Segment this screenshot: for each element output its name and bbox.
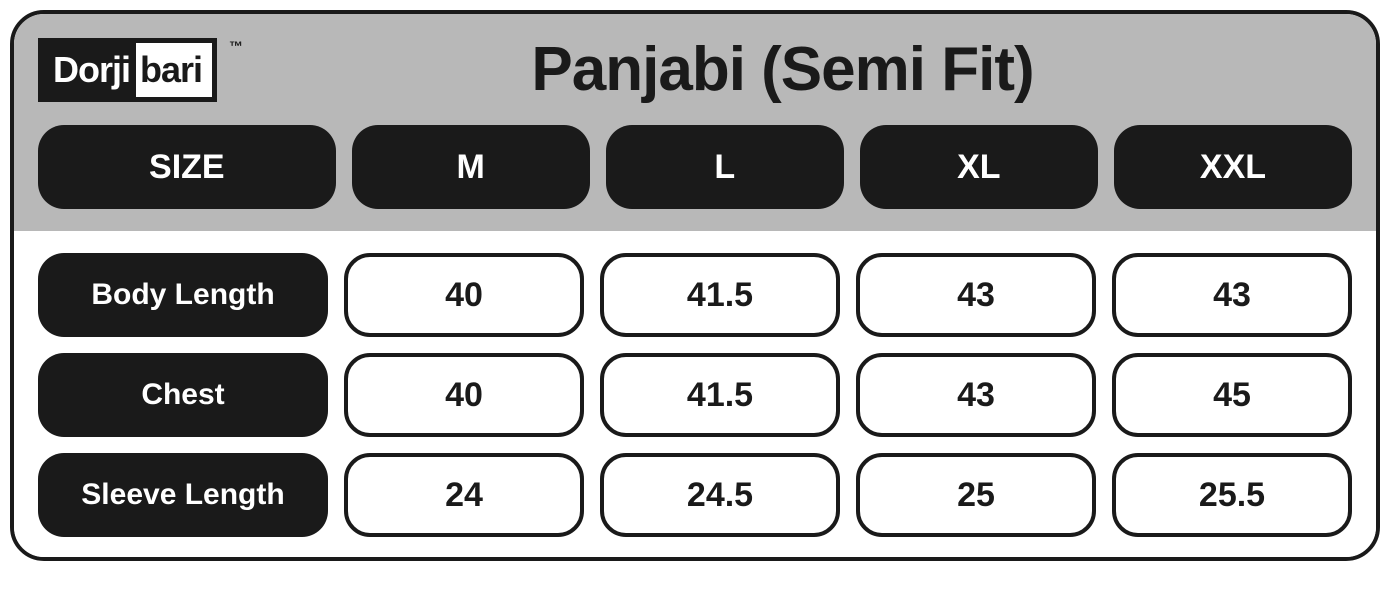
cell-value: 41.5 — [600, 253, 840, 337]
column-header: L — [606, 125, 844, 209]
row-label: Sleeve Length — [38, 453, 328, 537]
size-header: SIZE — [38, 125, 336, 209]
cell-value: 43 — [1112, 253, 1352, 337]
header: Dorji bari ™ Panjabi (Semi Fit) — [14, 14, 1376, 119]
cell-value: 45 — [1112, 353, 1352, 437]
cell-value: 24 — [344, 453, 584, 537]
cell-value: 43 — [856, 253, 1096, 337]
cell-value: 43 — [856, 353, 1096, 437]
cell-value: 25.5 — [1112, 453, 1352, 537]
table-row: Chest 40 41.5 43 45 — [14, 337, 1376, 437]
row-label: Chest — [38, 353, 328, 437]
trademark-symbol: ™ — [229, 38, 243, 54]
cell-value: 40 — [344, 253, 584, 337]
brand-logo-part1: Dorji — [43, 43, 136, 97]
table-row: Sleeve Length 24 24.5 25 25.5 — [14, 437, 1376, 557]
table-header-row: SIZE M L XL XXL — [14, 119, 1376, 231]
column-header: XXL — [1114, 125, 1352, 209]
brand-logo: Dorji bari — [38, 38, 217, 102]
cell-value: 40 — [344, 353, 584, 437]
chart-title: Panjabi (Semi Fit) — [253, 34, 1352, 105]
cell-value: 41.5 — [600, 353, 840, 437]
row-label: Body Length — [38, 253, 328, 337]
brand-logo-part2: bari — [136, 43, 212, 97]
size-chart-card: Dorji bari ™ Panjabi (Semi Fit) SIZE M L… — [10, 10, 1380, 561]
column-header: M — [352, 125, 590, 209]
table-row: Body Length 40 41.5 43 43 — [14, 231, 1376, 337]
cell-value: 25 — [856, 453, 1096, 537]
column-header: XL — [860, 125, 1098, 209]
size-table: SIZE M L XL XXL Body Length 40 41.5 43 4… — [14, 119, 1376, 557]
cell-value: 24.5 — [600, 453, 840, 537]
